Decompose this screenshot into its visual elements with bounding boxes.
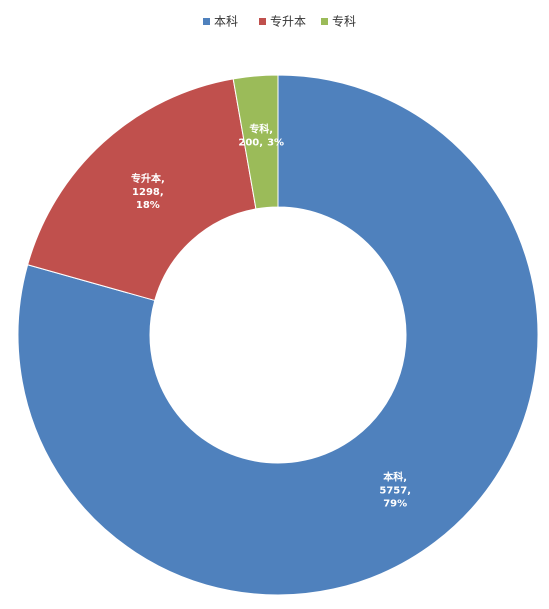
legend-swatch — [259, 18, 266, 25]
data-label: 200, 3% — [238, 138, 284, 149]
value-label: 1298, — [132, 187, 164, 198]
value-label: 5757, — [379, 486, 411, 497]
donut-slice — [27, 78, 257, 302]
value-label: 200, — [238, 138, 263, 149]
percent-label: 18% — [136, 200, 160, 211]
legend-label: 本科 — [214, 15, 238, 29]
data-label-name: 专升本, — [131, 172, 165, 185]
donut-slice — [17, 74, 539, 596]
data-label-name: 专科, — [249, 123, 273, 136]
percent-label: 79% — [383, 499, 407, 510]
data-label-name: 本科, — [383, 471, 407, 484]
legend-label: 专科 — [332, 14, 356, 29]
percent-label: 3% — [267, 138, 284, 149]
legend-swatch — [321, 18, 328, 25]
donut-slice — [232, 74, 279, 210]
legend-swatch — [203, 18, 210, 25]
legend-label: 专升本 — [270, 14, 306, 29]
